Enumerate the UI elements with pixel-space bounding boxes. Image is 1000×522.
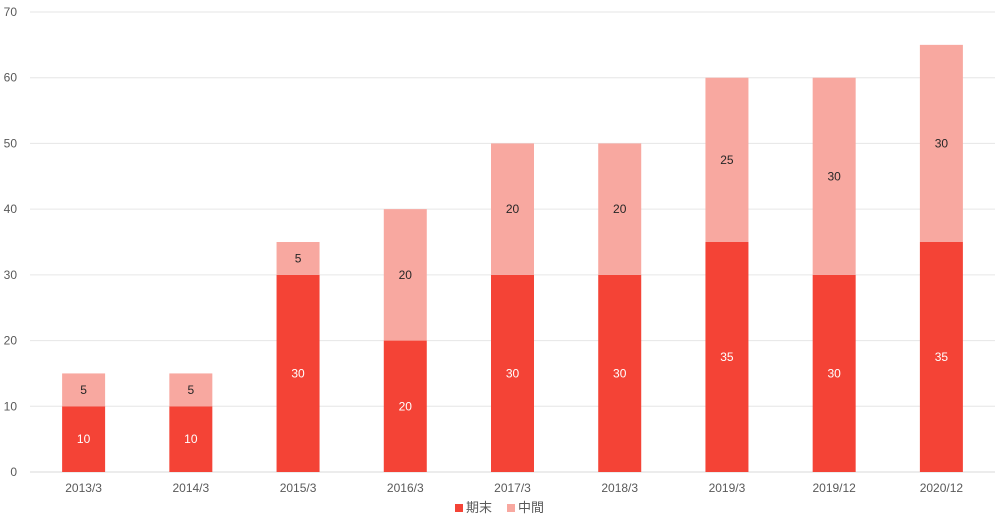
data-label: 10 [184,432,198,446]
x-axis: 2013/3 2014/3 2015/3 2016/3 2017/3 2018/3 2019… [65,481,963,495]
data-label: 30 [291,366,305,380]
x-tick-label: 2015/3 [280,481,317,495]
data-label: 30 [935,136,949,150]
data-label: 20 [613,202,627,216]
legend-swatch [455,504,463,512]
bar-series-1 [812,274,856,472]
data-label: 30 [506,366,520,380]
bar-series-1 [705,242,749,472]
data-label: 5 [295,251,302,265]
x-tick-label: 2019/12 [812,481,856,495]
bars: 10 5 10 5 30 5 20 20 30 20 30 20 35 25 30 30 35 30 [62,44,963,472]
y-tick-label: 20 [4,334,18,348]
legend-swatch [507,504,515,512]
y-tick-label: 0 [10,465,17,479]
bar-series-2 [919,44,963,242]
x-tick-label: 2013/3 [65,481,102,495]
x-tick-label: 2018/3 [601,481,638,495]
bar-series-2 [812,77,856,275]
bar-series-1 [919,242,963,472]
bar-series-2 [62,373,106,407]
legend-label: 期末 [466,500,492,515]
data-label: 35 [720,350,734,364]
data-label: 20 [506,202,520,216]
data-label: 25 [720,153,734,167]
x-tick-label: 2017/3 [494,481,531,495]
legend: 期末 中間 [455,500,544,515]
bar-series-1 [62,406,106,472]
bar-series-1 [598,274,642,472]
y-tick-label: 50 [4,136,18,150]
data-label: 20 [399,268,413,282]
x-tick-label: 2014/3 [172,481,209,495]
x-tick-label: 2019/3 [709,481,746,495]
bar-series-2 [705,77,749,242]
bar-series-1 [169,406,213,472]
y-tick-label: 30 [4,268,18,282]
bar-series-2 [276,242,320,275]
x-tick-label: 2016/3 [387,481,424,495]
x-tick-label: 2020/12 [920,481,964,495]
y-tick-label: 60 [4,71,18,85]
data-label: 30 [827,366,841,380]
data-label: 30 [827,169,841,183]
bar-series-2 [491,143,534,275]
y-axis: 0 10 20 30 40 50 60 70 [4,5,18,479]
data-label: 20 [399,399,413,413]
y-tick-label: 10 [4,399,18,413]
legend-label: 中間 [518,500,544,515]
y-tick-label: 40 [4,202,18,216]
data-label: 35 [935,350,949,364]
bar-series-1 [383,340,427,472]
data-label: 10 [77,432,91,446]
y-tick-label: 70 [4,5,18,19]
bar-series-1 [276,274,320,472]
bar-series-1 [491,274,534,472]
bar-series-2 [383,209,427,341]
data-label: 30 [613,366,627,380]
bar-series-2 [598,143,642,275]
bar-series-2 [169,373,213,407]
data-label: 5 [187,383,194,397]
data-label: 5 [80,383,87,397]
